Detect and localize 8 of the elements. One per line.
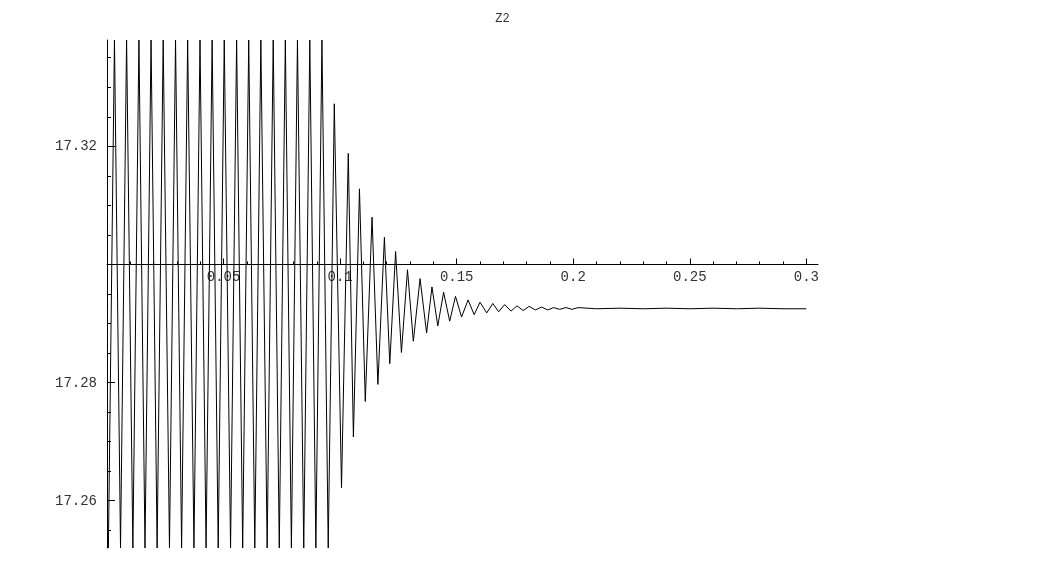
chart-title: Z2 (495, 12, 510, 26)
x-tick-label: 0.3 (793, 269, 819, 286)
x-tick-label: 0.15 (439, 269, 474, 286)
y-tick-label: 17.32 (54, 138, 97, 155)
x-tick-label: 0.2 (560, 269, 586, 286)
x-tick-label: 0.25 (672, 269, 707, 286)
y-tick-label: 17.28 (54, 374, 97, 391)
y-tick-label: 17.26 (54, 492, 97, 509)
